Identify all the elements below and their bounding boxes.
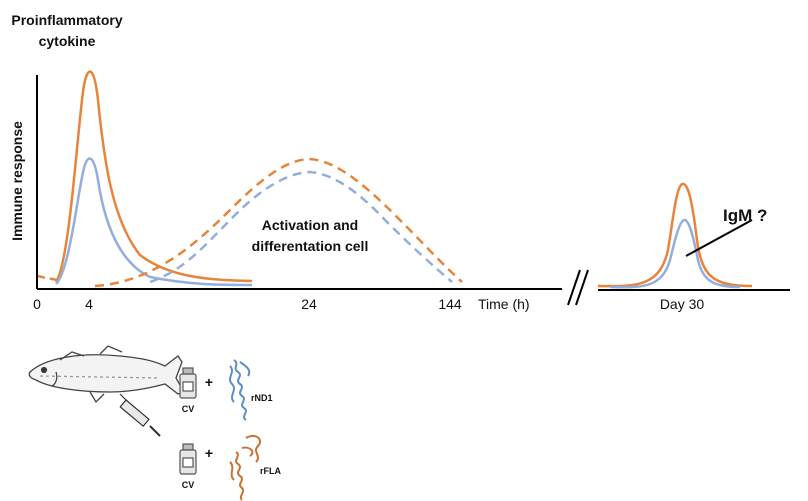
tick-24: 24 [301,296,317,312]
tick-0: 0 [33,296,41,312]
tick-4: 4 [85,296,93,312]
vaccine-label-2: CV [182,480,195,490]
activation-curve-orange [94,157,463,288]
x-axis-label: Time (h) [478,296,530,312]
igm-peak-blue [609,218,741,289]
adjuvant-label-rnd1: rND1 [251,393,273,403]
vial-icon [179,443,197,475]
activation-label-line2: differentation cell [252,238,369,254]
vial-icon [179,367,197,399]
plus-sign-1: + [205,374,213,390]
protein-icon [229,359,251,421]
early-dashed-orange [37,274,59,282]
adjuvant-label-rfla: rFLA [260,466,281,476]
activation-curve-blue [149,170,453,284]
tick-day-30: Day 30 [660,296,705,312]
vaccine-label-1: CV [182,404,195,414]
y-axis-label: Immune response [9,121,25,241]
axis-break-icon [567,269,589,306]
protein-icon [229,434,262,501]
cytokine-title-line1: Proinflammatory [11,12,122,28]
cytokine-peak-blue [55,157,253,287]
cytokine-title-line2: cytokine [39,33,96,49]
igm-pointer-line [685,219,753,257]
plus-sign-2: + [205,445,213,461]
activation-label-line1: Activation and [262,217,358,233]
cytokine-peak-orange [54,70,253,283]
syringe-icon [119,393,161,437]
axes [36,75,790,291]
igm-peak-orange [597,182,753,288]
igm-label: IgM ? [723,206,767,225]
tick-144: 144 [438,296,462,312]
fish-icon [28,345,185,404]
